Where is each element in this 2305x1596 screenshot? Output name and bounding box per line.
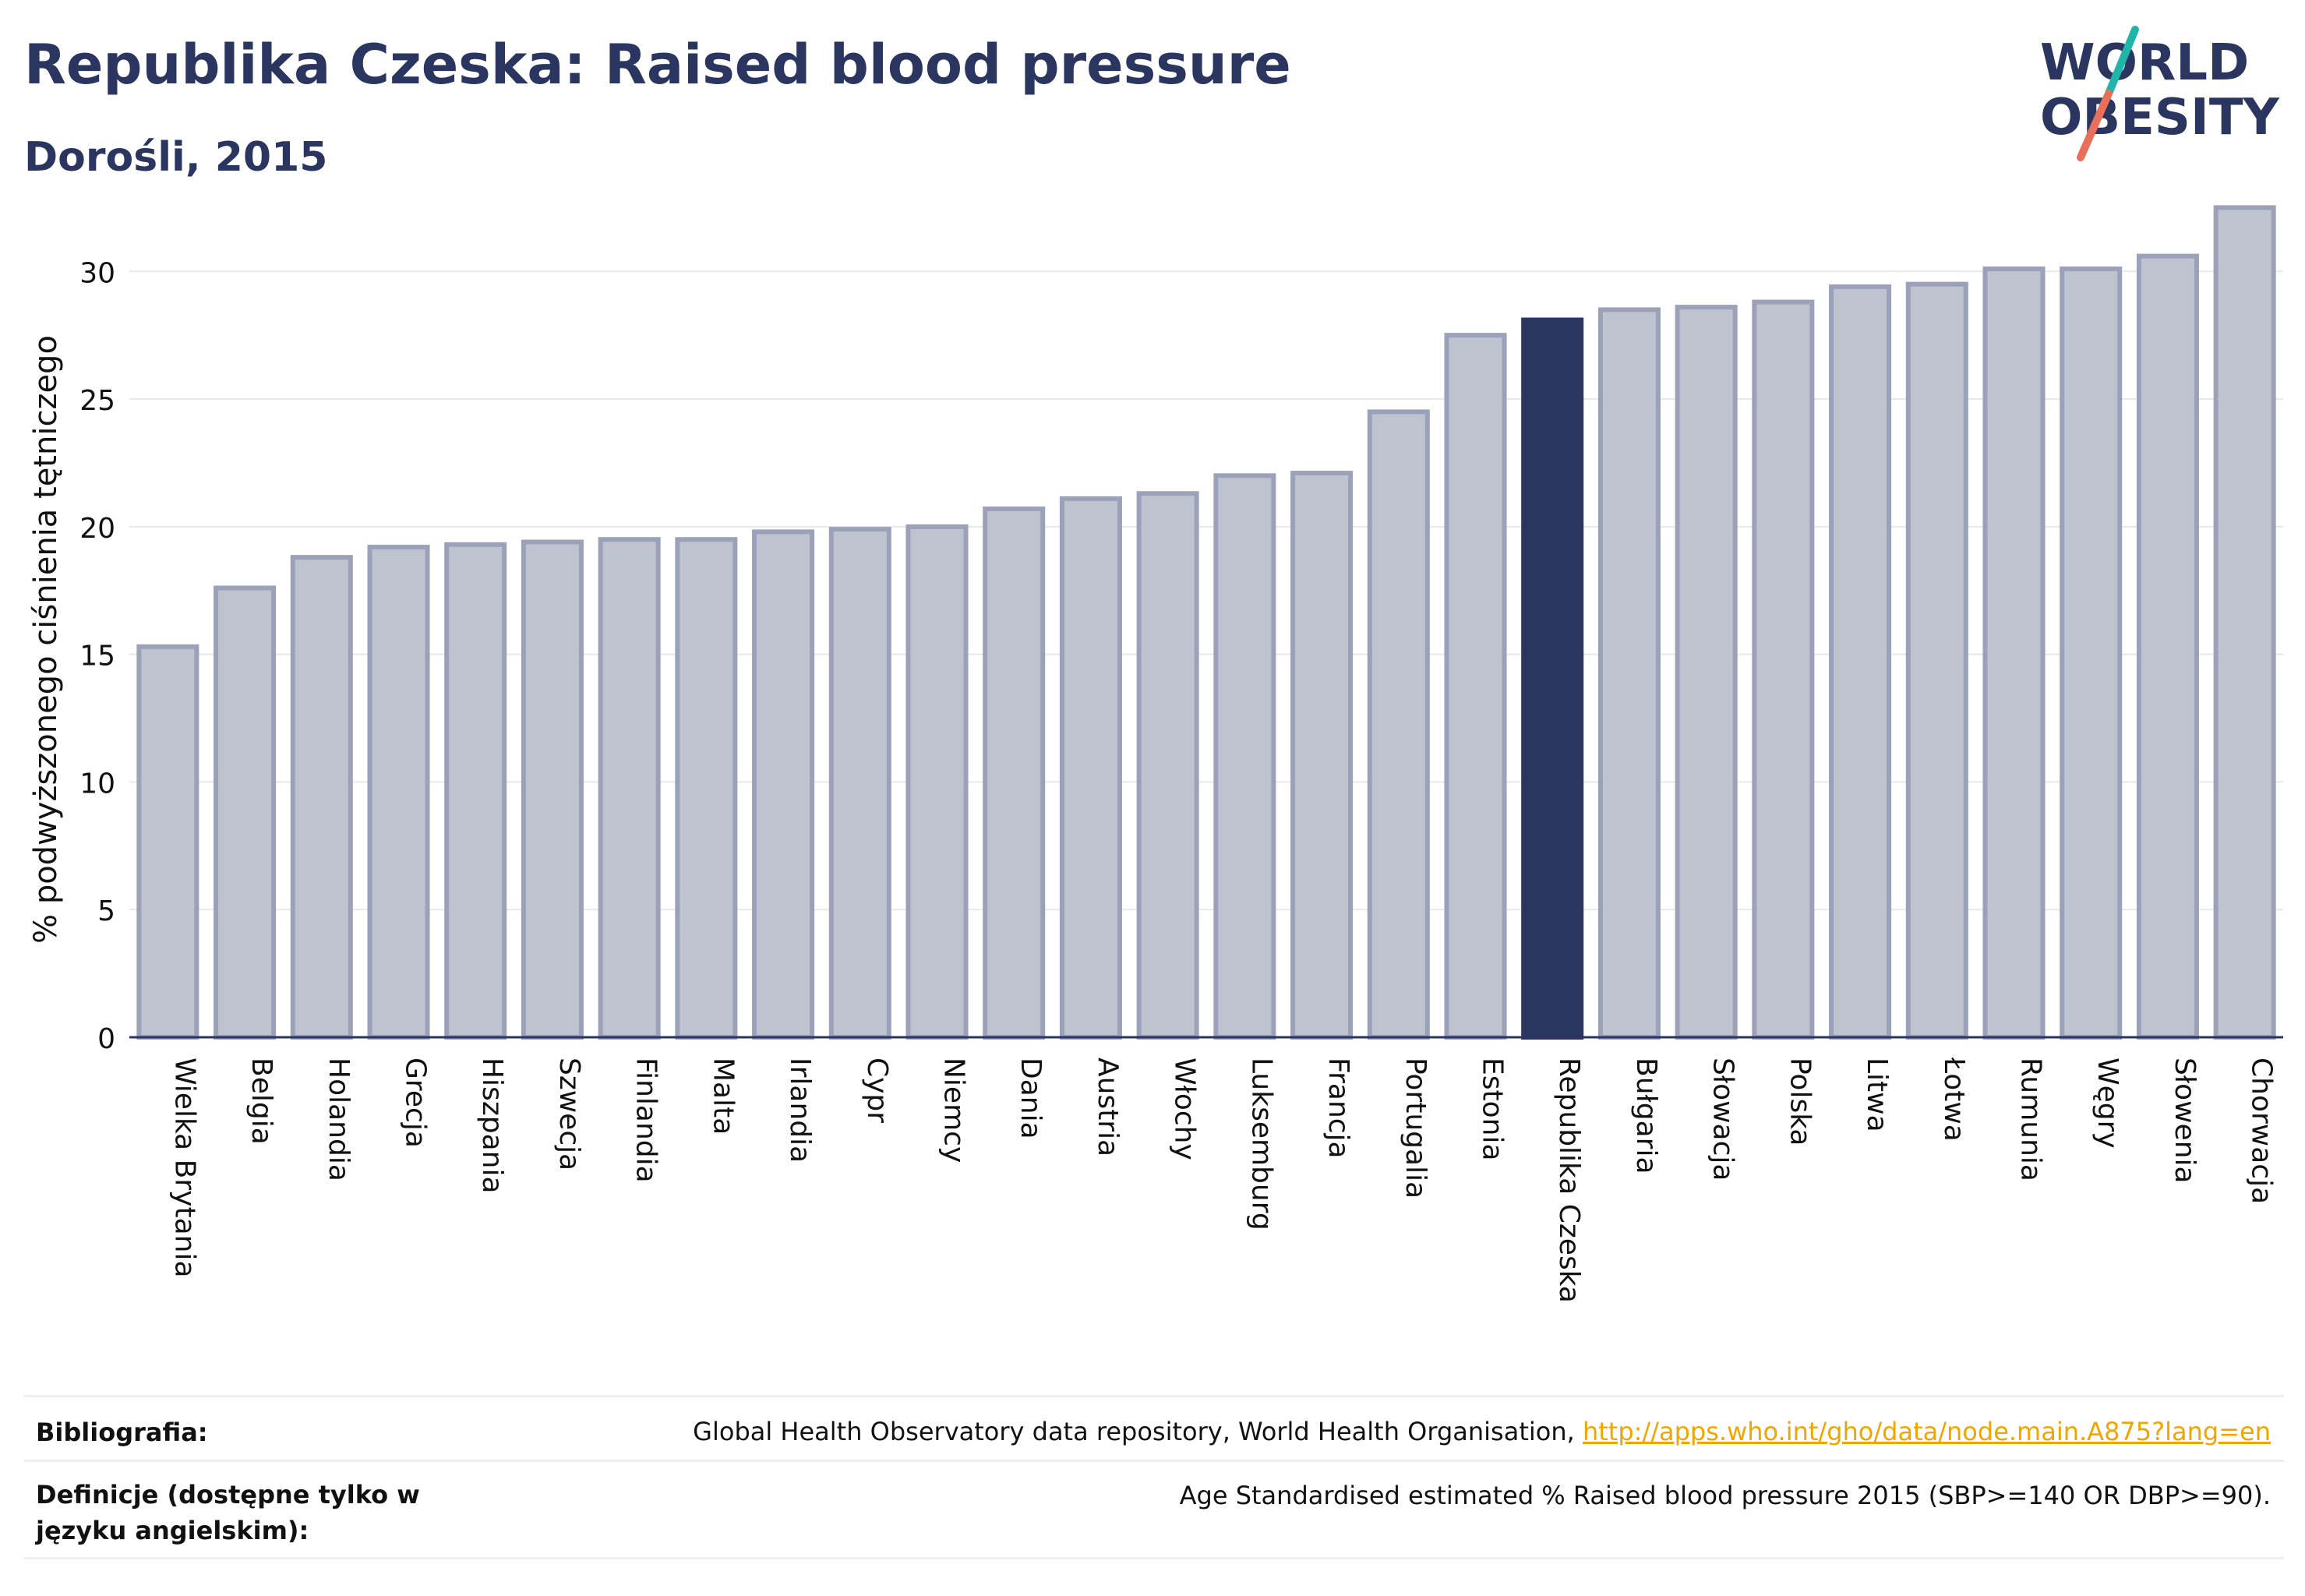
x-tick-label: Chorwacja: [2246, 1058, 2278, 1204]
bar: [1290, 471, 1354, 1040]
x-tick-label: Włochy: [1169, 1058, 1201, 1160]
x-tick-label: Bułgaria: [1630, 1058, 1662, 1174]
bar: [598, 537, 661, 1040]
bar: [521, 539, 584, 1040]
x-tick-label: Grecja: [400, 1058, 432, 1148]
bar: [983, 506, 1046, 1040]
bar: [752, 529, 815, 1040]
x-tick-label: Litwa: [1861, 1058, 1893, 1132]
x-tick-label: Niemcy: [938, 1058, 970, 1163]
y-tick-label: 20: [79, 513, 115, 545]
y-tick-label: 30: [79, 257, 115, 289]
bar: [136, 644, 199, 1040]
bar: [444, 542, 507, 1040]
y-tick-label: 15: [79, 641, 115, 673]
bar: [1752, 299, 1815, 1040]
x-tick-label: Malta: [707, 1058, 739, 1135]
x-tick-label: Łotwa: [1938, 1057, 1970, 1142]
x-tick-label: Słowacja: [1707, 1058, 1739, 1181]
x-tick-label: Polska: [1784, 1058, 1816, 1146]
x-tick-label: Irlandia: [784, 1058, 816, 1163]
bars: [136, 205, 2276, 1040]
bar: [828, 527, 891, 1040]
world-obesity-logo: WORLD OBESITY: [2040, 26, 2279, 161]
bar: [2136, 253, 2199, 1040]
bar: [905, 524, 969, 1040]
x-tick-label: Dania: [1015, 1058, 1047, 1139]
x-tick-label: Cypr: [861, 1058, 893, 1123]
definition-label: Definicje (dostępne tylko w języku angie…: [36, 1480, 420, 1545]
x-tick-label: Francja: [1322, 1058, 1354, 1159]
bar: [1675, 305, 1738, 1040]
bar: [1597, 307, 1661, 1040]
definition-value: Age Standardised estimated % Raised bloo…: [1179, 1481, 2271, 1510]
y-tick-label: 25: [79, 385, 115, 417]
bar-highlighted: [1521, 317, 1584, 1040]
y-tick-label: 5: [97, 895, 115, 927]
bar: [675, 537, 738, 1040]
bar: [1982, 266, 2046, 1040]
bar: [214, 585, 277, 1040]
x-tick-label: Wielka Brytania: [168, 1058, 200, 1278]
x-tick-label: Szwecja: [553, 1058, 585, 1171]
x-tick-label: Słowenia: [2169, 1058, 2201, 1184]
bar: [2213, 205, 2276, 1040]
footer-divider-middle: [24, 1460, 2284, 1462]
bar-chart: 0 5 10 15 20 25 30 Wielka Brytania Belgia Holandi…: [28, 205, 2283, 1303]
x-tick-label: Finlandia: [630, 1058, 662, 1183]
logo-slash-bottom: [2077, 90, 2113, 161]
bar: [290, 555, 353, 1040]
x-tick-label: Holandia: [323, 1058, 355, 1181]
bar: [1444, 333, 1507, 1040]
bar: [1905, 281, 1968, 1040]
x-tick-label: Węgry: [2091, 1058, 2123, 1149]
bibliography-label: Bibliografia:: [36, 1418, 208, 1447]
bar: [367, 545, 430, 1040]
x-tick-label: Belgia: [245, 1058, 277, 1145]
y-tick-label: 0: [97, 1023, 115, 1055]
y-axis-label: % podwyższonego ciśnienia tętniczego: [28, 335, 64, 944]
bar: [1213, 473, 1276, 1040]
logo-word-1: WORLD: [2040, 34, 2249, 92]
x-tick-label: Rumunia: [2015, 1058, 2047, 1181]
axes: 0 5 10 15 20 25 30 Wielka Brytania Belgia Holandi…: [79, 257, 2283, 1303]
chart-subtitle: Dorośli, 2015: [24, 134, 328, 181]
bibliography-link[interactable]: http://apps.who.int/gho/data/node.main.A…: [1582, 1417, 2271, 1446]
bar: [1367, 409, 1430, 1040]
bibliography-text: Global Health Observatory data repositor…: [693, 1417, 1583, 1446]
footer-divider-bottom: [24, 1557, 2284, 1559]
chart-title: Republika Czeska: Raised blood pressure: [24, 33, 1291, 97]
y-tick-label: 10: [79, 768, 115, 800]
x-tick-label: Portugalia: [1400, 1058, 1431, 1199]
logo-slash-top: [2105, 26, 2139, 97]
x-tick-label: Republika Czeska: [1553, 1058, 1585, 1303]
bar: [2060, 266, 2123, 1040]
bar: [1829, 284, 1892, 1040]
x-tick-label: Austria: [1092, 1058, 1124, 1156]
x-tick-label: Estonia: [1477, 1058, 1509, 1161]
footer-divider-top: [24, 1395, 2284, 1397]
bibliography-value: Global Health Observatory data repositor…: [693, 1417, 2271, 1446]
bar: [1059, 496, 1122, 1040]
x-tick-label: Hiszpania: [476, 1058, 508, 1194]
bar: [1136, 491, 1199, 1040]
logo-word-2: OBESITY: [2040, 89, 2279, 147]
x-tick-label: Luksemburg: [1245, 1058, 1277, 1231]
